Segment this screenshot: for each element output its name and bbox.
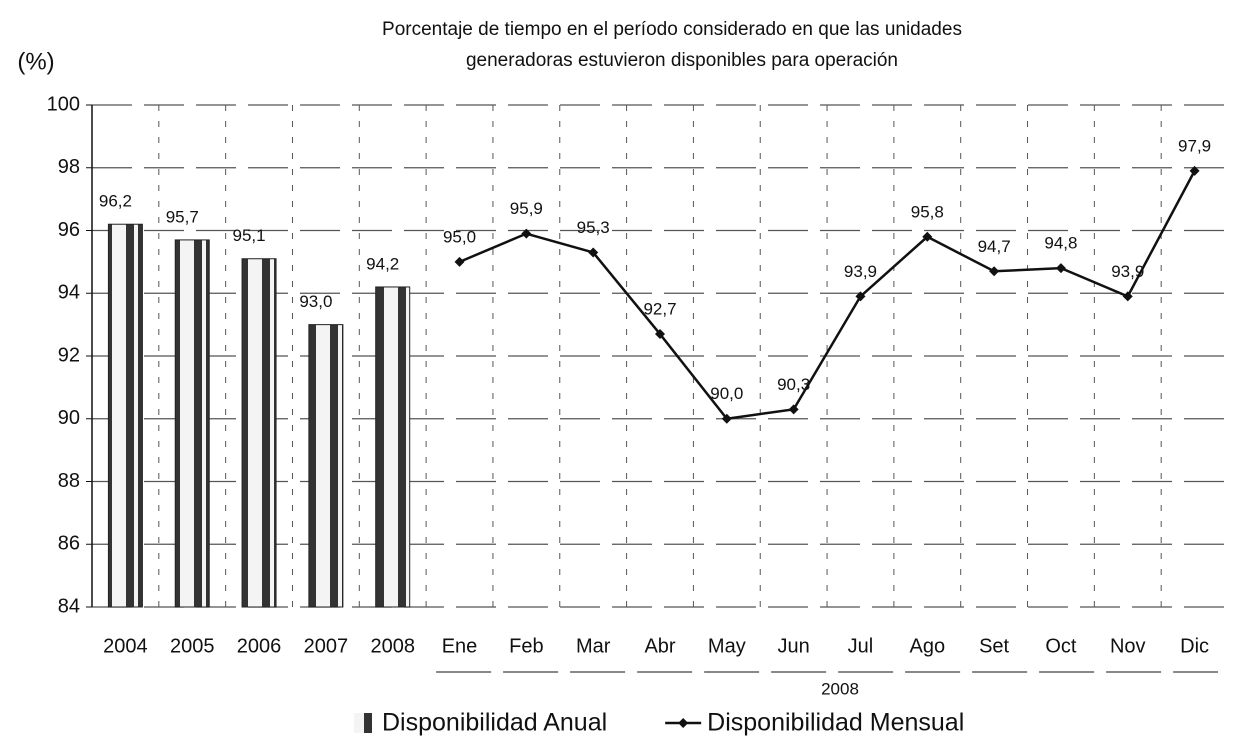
bar	[174, 239, 210, 608]
y-tick-label: 92	[58, 344, 80, 366]
legend-label: Disponibilidad Mensual	[707, 709, 964, 737]
y-tick-label: 96	[58, 219, 80, 241]
group-label: 2008	[821, 679, 859, 698]
legend-swatch	[354, 713, 372, 733]
marker	[1055, 263, 1066, 274]
data-label: 94,7	[978, 237, 1011, 256]
data-label: 92,7	[643, 300, 676, 319]
x-tick-label: May	[708, 635, 746, 657]
y-tick-label: 84	[58, 595, 80, 617]
legend-label: Disponibilidad Anual	[382, 709, 607, 737]
data-label: 94,2	[366, 254, 399, 273]
data-label: 95,1	[233, 226, 266, 245]
marker	[922, 231, 933, 242]
data-label: 97,9	[1178, 136, 1211, 155]
x-tick-label: 2007	[304, 635, 349, 657]
marker	[855, 291, 866, 302]
x-tick-label: Mar	[576, 635, 611, 657]
x-tick-label: 2005	[170, 635, 215, 657]
data-label: 95,3	[577, 218, 610, 237]
marker	[1189, 165, 1200, 176]
x-tick-label: 2008	[370, 635, 415, 657]
marker	[588, 247, 599, 258]
bar	[107, 223, 143, 608]
x-tick-label: Jul	[848, 635, 874, 657]
y-tick-label: 86	[58, 533, 80, 555]
y-axis-label: (%)	[17, 48, 54, 75]
marker	[989, 266, 1000, 277]
y-tick-label: 98	[58, 156, 80, 178]
marker	[454, 256, 465, 267]
data-label: 95,8	[911, 202, 944, 221]
y-tick-label: 94	[58, 282, 80, 304]
x-tick-label: Ago	[909, 635, 945, 657]
marker	[655, 329, 665, 340]
data-label: 93,9	[844, 262, 877, 281]
x-tick-label: Abr	[644, 635, 675, 657]
y-tick-label: 100	[47, 93, 80, 115]
data-label: 95,7	[166, 207, 199, 226]
marker	[788, 404, 799, 415]
bar	[241, 258, 277, 608]
x-tick-label: Oct	[1045, 635, 1077, 657]
data-label: 90,0	[710, 384, 743, 403]
data-label: 95,9	[510, 199, 543, 218]
data-label: 96,2	[99, 192, 132, 211]
x-tick-label: 2006	[237, 635, 282, 657]
marker	[1122, 291, 1133, 302]
x-tick-label: Dic	[1180, 635, 1209, 657]
x-tick-label: Jun	[778, 635, 810, 657]
marker	[721, 413, 732, 424]
bar	[308, 324, 344, 608]
bar	[375, 286, 411, 608]
y-tick-label: 88	[58, 470, 80, 492]
data-label: 95,0	[443, 227, 476, 246]
x-tick-label: Nov	[1110, 635, 1146, 657]
chart-title: Porcentaje de tiempo en el período consi…	[382, 19, 962, 40]
x-tick-label: Set	[979, 635, 1009, 657]
marker	[521, 228, 532, 239]
legend-swatch	[678, 718, 689, 728]
y-tick-label: 90	[58, 407, 80, 429]
chart-title: generadoras estuvieron disponibles para …	[466, 50, 898, 71]
data-label: 90,3	[777, 375, 810, 394]
data-label: 93,9	[1111, 262, 1144, 281]
x-tick-label: Feb	[509, 635, 543, 657]
line	[459, 170, 1196, 421]
data-label: 94,8	[1044, 234, 1077, 253]
x-tick-label: Ene	[442, 635, 478, 657]
data-label: 93,0	[299, 292, 332, 311]
x-tick-label: 2004	[103, 635, 148, 657]
